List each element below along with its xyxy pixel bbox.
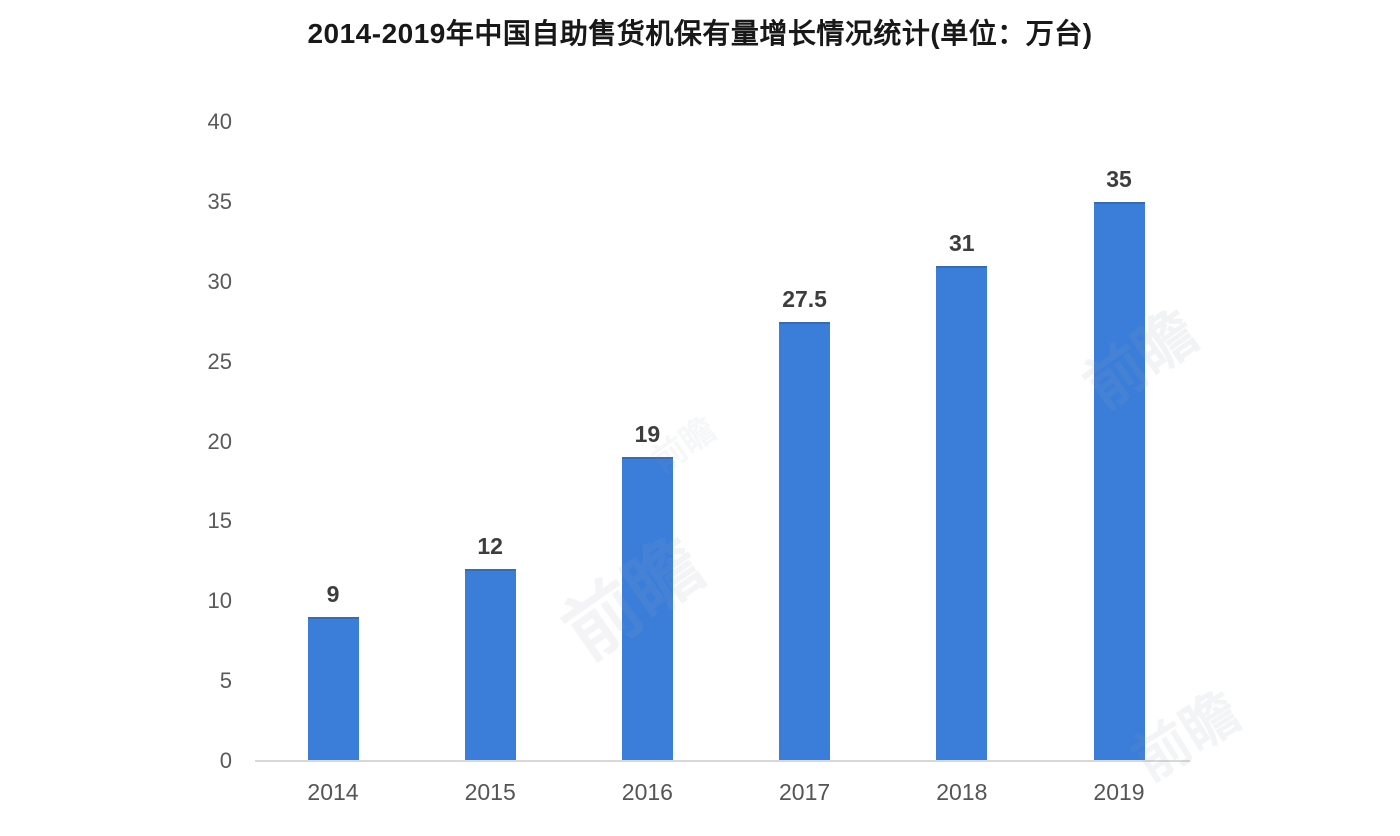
bar-2017 bbox=[779, 321, 831, 761]
y-tick-label: 15 bbox=[207, 508, 232, 534]
data-label: 27.5 bbox=[782, 285, 827, 312]
bar-2018 bbox=[936, 265, 988, 761]
bar-2014 bbox=[307, 617, 359, 761]
y-tick-label: 20 bbox=[207, 428, 232, 454]
data-label: 12 bbox=[477, 533, 503, 560]
y-tick-label: 10 bbox=[207, 588, 232, 614]
chart-title: 2014-2019年中国自助售货机保有量增长情况统计(单位：万台) bbox=[307, 18, 1093, 49]
y-tick-label: 0 bbox=[219, 748, 232, 773]
x-tick-label: 2019 bbox=[1093, 779, 1145, 805]
y-tick-label: 30 bbox=[207, 268, 232, 294]
y-tick-label: 5 bbox=[219, 668, 232, 694]
x-tick-label: 2015 bbox=[464, 779, 516, 805]
bar-2019 bbox=[1093, 201, 1145, 761]
x-tick-label: 2018 bbox=[936, 779, 988, 805]
x-tick-label: 2017 bbox=[779, 779, 831, 805]
data-label: 35 bbox=[1106, 165, 1132, 192]
y-tick-label: 40 bbox=[207, 109, 232, 134]
data-label: 9 bbox=[326, 581, 340, 608]
bar-2016 bbox=[621, 457, 673, 761]
data-label: 31 bbox=[949, 229, 975, 256]
bar-2015 bbox=[464, 569, 516, 761]
x-axis-line bbox=[255, 760, 1190, 762]
y-tick-label: 35 bbox=[207, 188, 232, 214]
x-tick-label: 2014 bbox=[307, 779, 359, 805]
data-label: 19 bbox=[634, 421, 661, 448]
x-tick-label: 2016 bbox=[621, 779, 673, 805]
y-tick-label: 25 bbox=[207, 348, 232, 374]
